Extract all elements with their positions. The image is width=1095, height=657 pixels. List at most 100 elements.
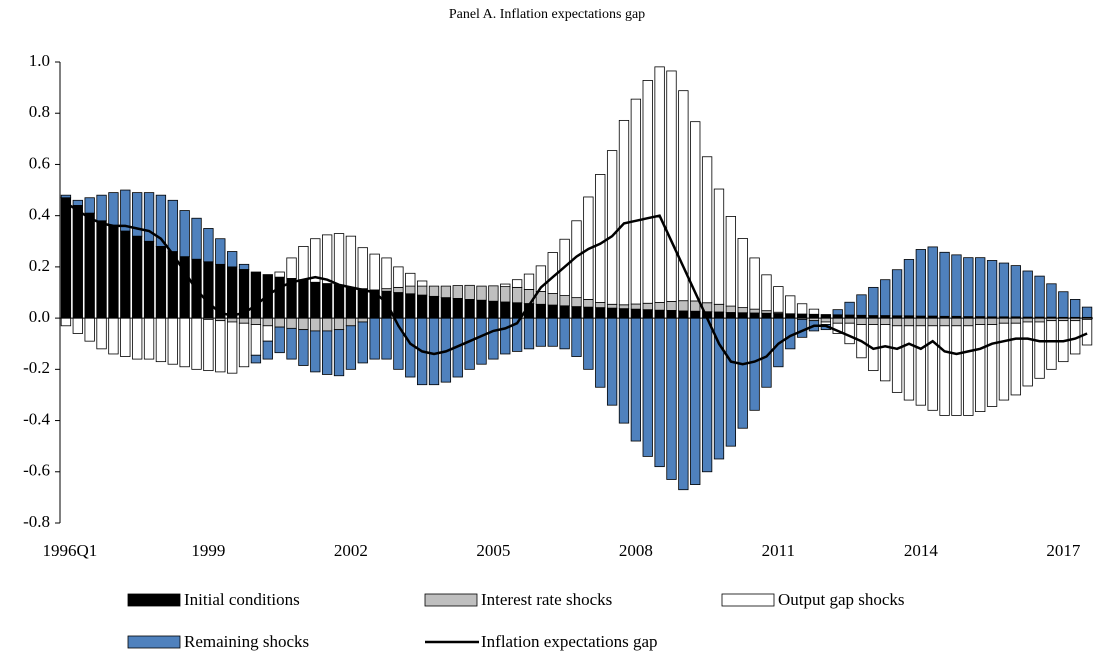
bar-segment: [238, 322, 250, 368]
bar-segment: [416, 280, 428, 287]
bar-segment: [120, 189, 131, 232]
bar-segment: [891, 317, 903, 327]
bar-segment: [143, 317, 155, 360]
bar-segment: [535, 303, 547, 319]
bar-segment: [666, 310, 677, 319]
bar-segment: [975, 257, 986, 317]
bar-segment: [357, 247, 368, 290]
bar-segment: [405, 272, 416, 287]
bar-segment: [713, 311, 725, 319]
bar-segment: [618, 317, 630, 424]
bar-segment: [642, 80, 653, 304]
bar-segment: [511, 286, 523, 304]
bar-segment: [618, 308, 630, 319]
bar-segment: [274, 317, 285, 328]
bar-segment: [96, 220, 107, 319]
x-tick-label: 2002: [334, 541, 368, 560]
bar-segment: [167, 199, 178, 252]
bar-segment: [630, 303, 642, 310]
bar-segment: [238, 317, 250, 324]
bar-segment: [416, 285, 428, 296]
bar-segment: [820, 314, 831, 319]
bar-segment: [250, 317, 262, 325]
bar-segment: [1010, 322, 1021, 396]
bar-segment: [488, 285, 499, 302]
bar-segment: [963, 257, 974, 317]
bar-segment: [60, 317, 72, 327]
bar-segment: [891, 325, 903, 393]
bar-segment: [262, 340, 273, 360]
bar-segment: [654, 66, 665, 303]
bar-segment: [832, 317, 843, 324]
bar-segment: [547, 293, 558, 306]
bar-segment: [108, 225, 119, 319]
bar-segment: [369, 317, 380, 360]
bar-segment: [678, 310, 689, 319]
bar-segment: [416, 294, 428, 319]
bar-segment: [405, 285, 416, 295]
bar-segment: [286, 257, 297, 279]
bar-segment: [915, 325, 926, 406]
bar-segment: [511, 302, 523, 319]
bar-segment: [357, 317, 368, 323]
bar-segment: [690, 310, 701, 319]
bar-segment: [227, 251, 238, 268]
bar-segment: [761, 274, 772, 312]
bar-segment: [179, 210, 190, 258]
bar-segment: [868, 286, 879, 316]
bar-segment: [595, 317, 606, 388]
y-tick-label: 1.0: [29, 51, 50, 70]
bar-segment: [571, 297, 582, 307]
bar-segment: [1010, 265, 1021, 318]
bar-segment: [856, 317, 867, 325]
bar-segment: [298, 317, 309, 331]
bar-segment: [630, 98, 642, 305]
bar-segment: [227, 321, 238, 374]
bar-segment: [84, 317, 95, 342]
bar-segment: [915, 317, 926, 327]
bar-segment: [737, 238, 748, 309]
legend-label: Output gap shocks: [778, 590, 905, 609]
bar-segment: [250, 354, 262, 364]
bar-segment: [642, 317, 653, 457]
bar-segment: [393, 266, 404, 288]
bar-segment: [1070, 299, 1081, 318]
bar-segment: [440, 285, 452, 299]
bar-segment: [96, 317, 107, 350]
bar-segment: [975, 324, 986, 412]
bar-segment: [1022, 317, 1033, 323]
bar-segment: [630, 317, 642, 442]
bar-segment: [939, 251, 950, 317]
bar-segment: [440, 297, 452, 319]
bar-segment: [571, 317, 582, 357]
bar-segment: [72, 205, 83, 319]
bar-segment: [618, 119, 630, 306]
bar-segment: [571, 306, 582, 319]
bar-segment: [998, 317, 1010, 324]
bar-segment: [583, 317, 594, 370]
bar-segment: [986, 324, 998, 407]
bar-segment: [559, 317, 570, 350]
bar-segment: [547, 317, 558, 347]
bar-segment: [654, 317, 665, 468]
bar-segment: [286, 327, 297, 360]
bar-segment: [96, 194, 107, 222]
bar-segment: [737, 307, 748, 314]
bar-segment: [595, 174, 606, 303]
bar-segment: [60, 197, 72, 319]
bar-segment: [345, 325, 357, 370]
legend-swatch: [127, 593, 181, 607]
bar-segment: [476, 285, 487, 301]
bar-segment: [286, 317, 297, 329]
bar-segment: [535, 317, 547, 347]
bar-segment: [108, 192, 119, 227]
bar-segment: [167, 251, 178, 319]
bar-segment: [761, 312, 772, 319]
legend-label: Remaining shocks: [184, 632, 309, 651]
bar-segment: [310, 317, 321, 332]
bar-segment: [428, 317, 440, 386]
bar-segment: [405, 293, 416, 319]
bar-segment: [749, 308, 760, 314]
bar-segment: [927, 317, 938, 327]
bar-segment: [322, 234, 333, 284]
